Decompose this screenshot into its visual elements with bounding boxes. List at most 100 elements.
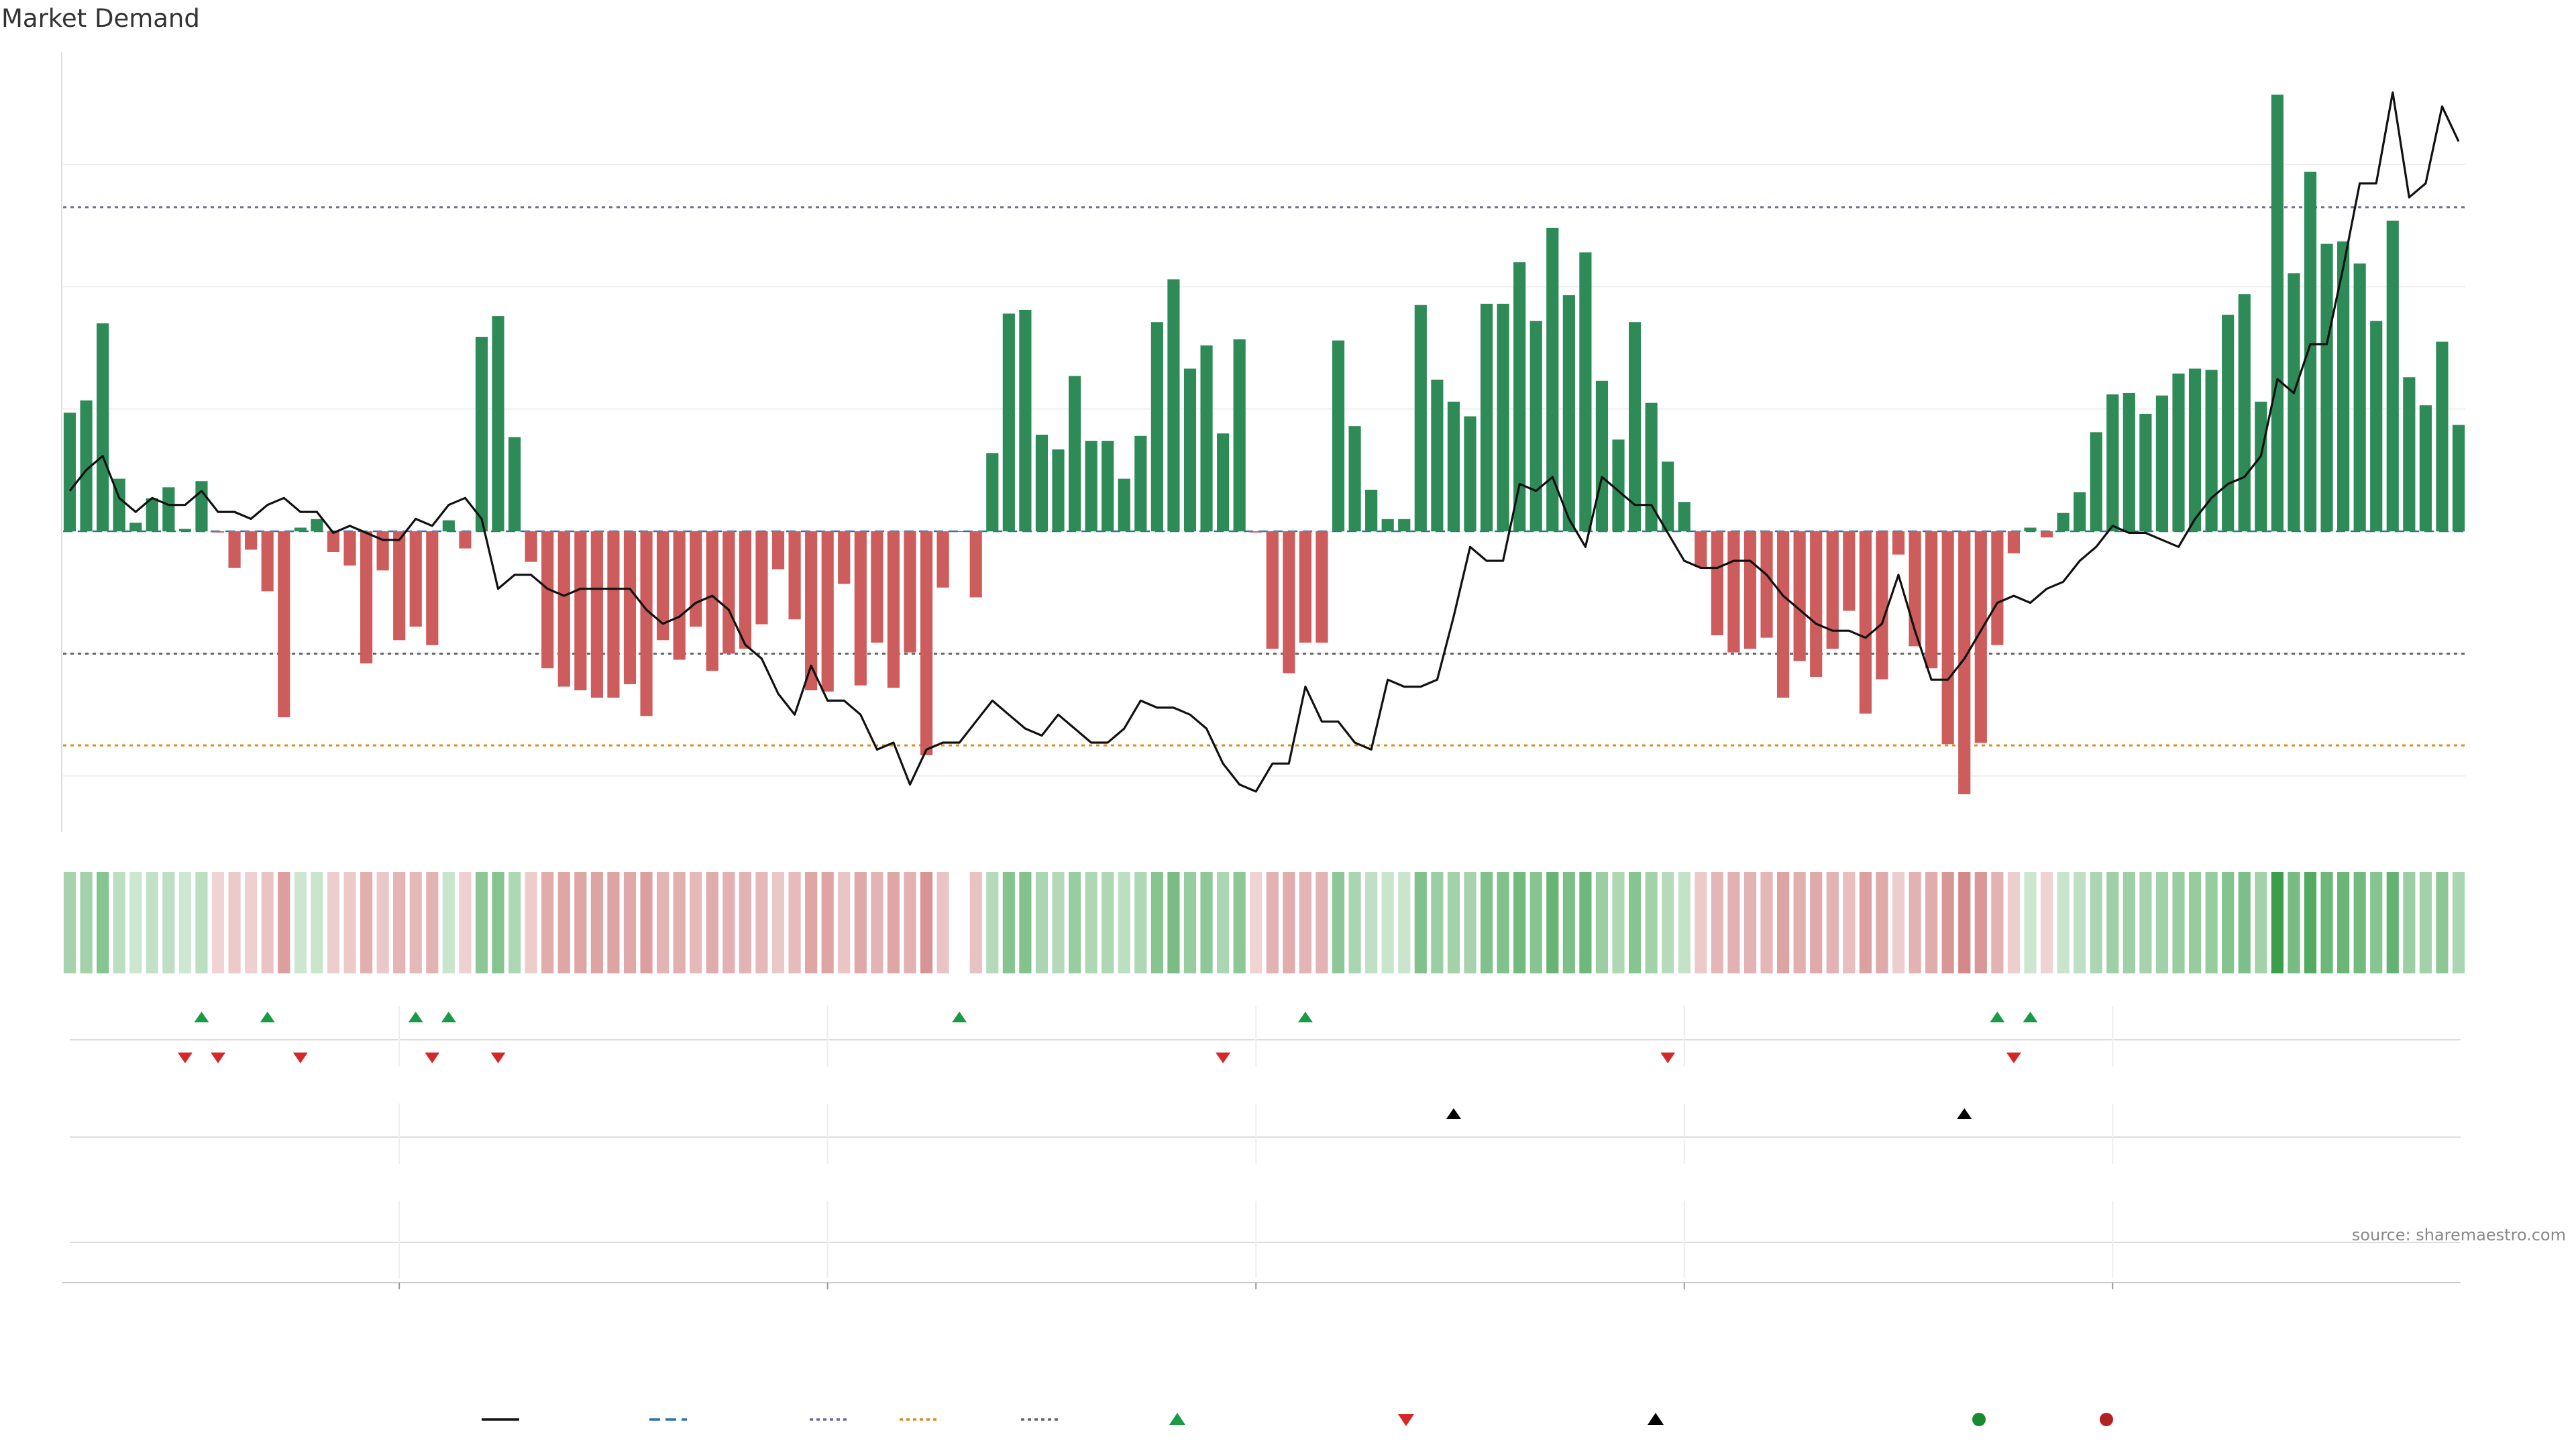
heat-cell	[871, 872, 883, 973]
heat-cell	[1398, 872, 1411, 973]
heat-cell	[920, 872, 933, 973]
heat-cell	[2320, 872, 2333, 973]
demand-bar	[360, 531, 373, 663]
heat-cell	[1266, 872, 1279, 973]
heat-cell	[2337, 872, 2350, 973]
heat-cell	[1793, 872, 1806, 973]
heat-cell	[1612, 872, 1625, 973]
heat-cell	[1332, 872, 1345, 973]
demand-bar	[673, 531, 686, 660]
heat-cell	[1118, 872, 1130, 973]
demand-bar	[706, 531, 718, 671]
heat-cell	[1381, 872, 1394, 973]
demand-bar	[294, 527, 307, 531]
demand-bar	[1002, 313, 1015, 531]
demand-bar	[508, 437, 521, 531]
heat-cell	[2238, 872, 2251, 973]
heat-cell	[2024, 872, 2037, 973]
demand-bar	[195, 481, 208, 531]
demand-bar	[2271, 95, 2284, 531]
heat-cell	[986, 872, 999, 973]
demand-bars	[63, 95, 2465, 795]
demand-bar	[936, 531, 949, 588]
heat-cell	[2123, 872, 2135, 973]
legend	[482, 1413, 2113, 1426]
heat-cell	[376, 872, 389, 973]
demand-bar	[2139, 413, 2152, 531]
flip-down-marker	[292, 1053, 308, 1063]
heat-cell	[1217, 872, 1230, 973]
heat-cell	[113, 872, 125, 973]
demand-bar	[2188, 368, 2202, 531]
heat-cell	[1167, 872, 1180, 973]
demand-bar	[327, 531, 340, 552]
demand-bar	[590, 531, 603, 698]
heat-cell	[1991, 872, 2004, 973]
heat-cell	[657, 872, 669, 973]
heat-cell	[788, 872, 801, 973]
heat-cell	[2386, 872, 2399, 973]
heat-cell	[673, 872, 686, 973]
heat-cell	[1909, 872, 1921, 973]
demand-bar	[1843, 531, 1856, 611]
demand-bar	[228, 531, 241, 568]
heat-cell	[278, 872, 290, 973]
demand-bar	[1497, 303, 1509, 531]
demand-bar	[854, 531, 867, 686]
demand-bar	[920, 531, 933, 755]
demand-bar	[986, 453, 999, 531]
demand-bar	[311, 519, 323, 531]
heat-cell	[1233, 872, 1246, 973]
legend-swatch-triangle-up	[1648, 1413, 1664, 1425]
heat-cell	[1760, 872, 1773, 973]
heat-cell	[1085, 872, 1097, 973]
demand-bar	[2024, 527, 2037, 531]
demand-bar	[1150, 322, 1163, 531]
demand-bar	[1562, 295, 1575, 531]
demand-bar	[459, 531, 472, 549]
heat-cell	[2007, 872, 2021, 973]
heat-cell	[343, 872, 356, 973]
heat-cell	[1150, 872, 1163, 973]
demand-bar	[1662, 462, 1674, 531]
demand-bar	[442, 520, 455, 531]
heat-cell	[475, 872, 488, 973]
price-cross-marker	[1957, 1108, 1972, 1119]
flip-down-marker	[490, 1053, 506, 1063]
heat-cell	[1826, 872, 1839, 973]
demand-bar	[1431, 379, 1444, 531]
demand-bar	[1299, 531, 1311, 643]
heat-cell	[969, 872, 982, 973]
flip-down-marker	[177, 1053, 193, 1063]
heat-cell	[2106, 872, 2119, 973]
flip-down-marker	[1660, 1053, 1676, 1063]
demand-bar	[2419, 405, 2432, 531]
heat-cell	[904, 872, 916, 973]
demand-bar	[1167, 279, 1180, 531]
demand-bar	[261, 531, 274, 592]
demand-bar	[211, 531, 225, 533]
heat-cell	[936, 872, 949, 973]
demand-bar	[1266, 531, 1279, 649]
demand-bar	[557, 531, 570, 687]
demand-bar	[129, 523, 142, 531]
heat-cell	[574, 872, 587, 973]
heat-cell	[1348, 872, 1361, 973]
heat-cell	[80, 872, 93, 973]
heat-cell	[1414, 872, 1427, 973]
heat-cell	[508, 872, 521, 973]
heat-cell	[2057, 872, 2070, 973]
demand-bar	[1727, 531, 1740, 653]
demand-bar	[1052, 449, 1065, 531]
heat-cell	[492, 872, 504, 973]
flip-up-marker	[408, 1012, 423, 1022]
demand-bar	[525, 531, 537, 562]
heat-cell	[2353, 872, 2366, 973]
heat-cell	[459, 872, 472, 973]
heat-cell	[2255, 872, 2267, 973]
heat-cell	[1810, 872, 1823, 973]
heat-cell	[1974, 872, 1987, 973]
legend-swatch-dot	[1972, 1413, 1986, 1426]
heat-cell	[2205, 872, 2218, 973]
demand-bar	[1464, 416, 1477, 531]
